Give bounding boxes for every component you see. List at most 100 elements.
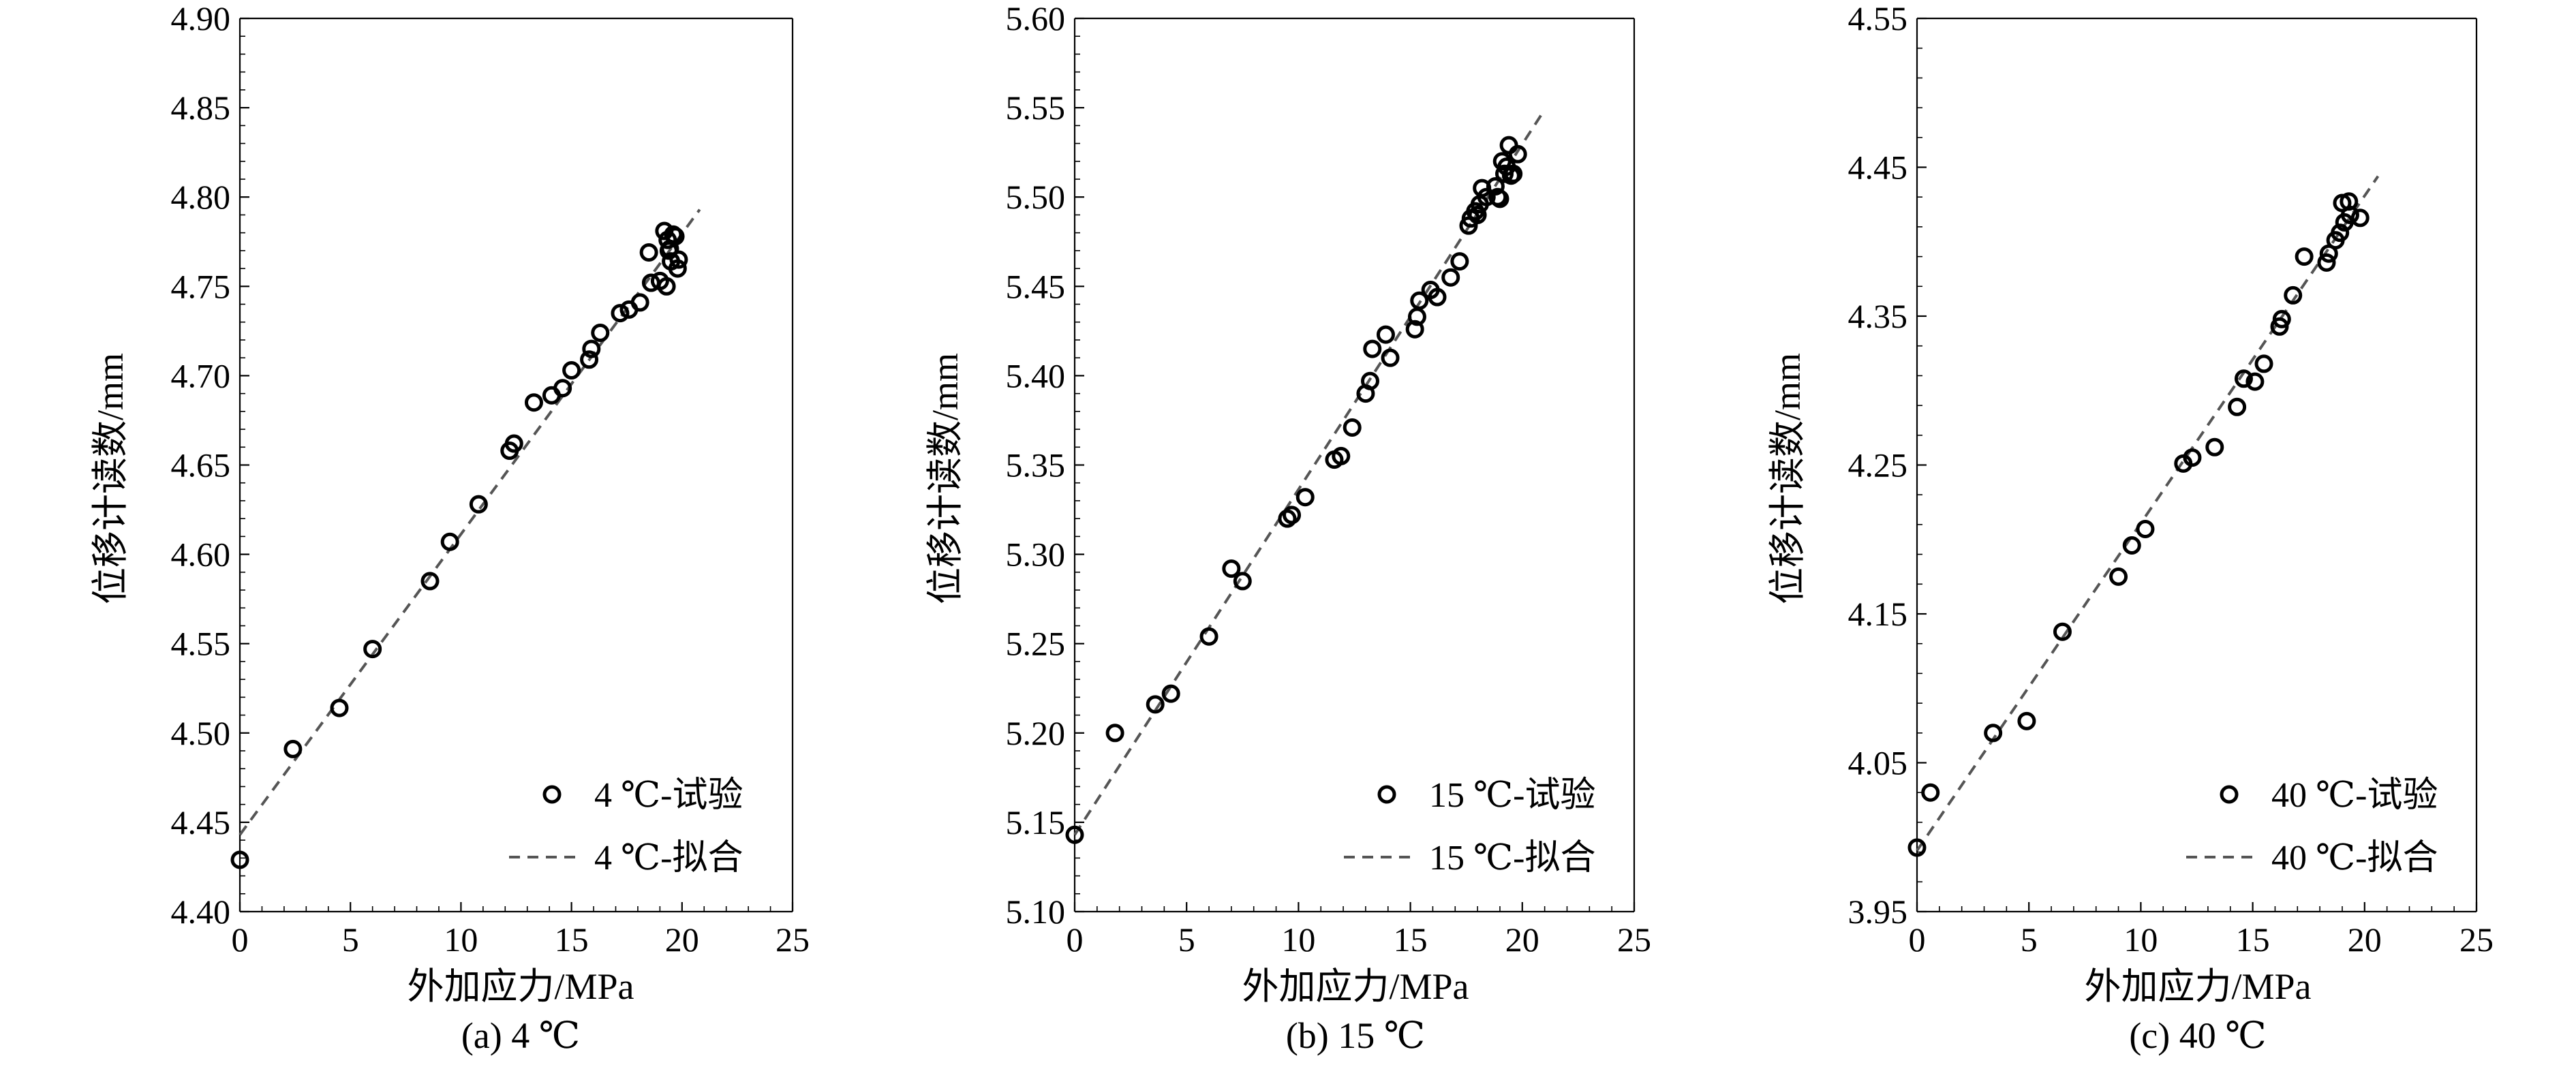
- y-tick-label: 5.60: [1006, 0, 1066, 37]
- data-point: [630, 293, 649, 312]
- x-tick-label: 0: [1067, 920, 1084, 959]
- panel-caption: (c) 40 ℃: [2129, 1015, 2266, 1056]
- data-point: [1508, 144, 1527, 164]
- y-tick-label: 4.35: [1848, 297, 1908, 335]
- y-tick-label: 4.45: [1848, 149, 1908, 187]
- y-axis-label: 位移计读数/mm: [1767, 353, 1808, 604]
- y-tick-label: 5.30: [1006, 536, 1066, 574]
- x-tick-label: 0: [1909, 920, 1926, 959]
- legend-label-points: 40 ℃-试验: [2271, 776, 2438, 815]
- fit-line: [1916, 175, 2380, 852]
- y-tick-label: 4.90: [171, 0, 231, 37]
- data-point: [469, 495, 488, 514]
- data-point: [283, 739, 303, 758]
- y-tick-label: 4.85: [171, 89, 231, 127]
- x-tick-label: 15: [1394, 920, 1428, 959]
- data-point: [1146, 695, 1165, 714]
- data-point: [330, 698, 349, 717]
- y-tick-label: 5.55: [1006, 89, 1066, 127]
- data-point: [1332, 446, 1351, 465]
- data-point: [524, 393, 543, 412]
- legend-label-fit: 4 ℃-拟合: [594, 839, 743, 878]
- y-tick-label: 4.25: [1848, 446, 1908, 484]
- y-tick-label: 4.05: [1848, 744, 1908, 782]
- data-point: [669, 250, 688, 269]
- x-tick-label: 5: [342, 920, 359, 959]
- x-tick-label: 20: [665, 920, 699, 959]
- y-tick-label: 3.95: [1848, 893, 1908, 931]
- panel-caption: (a) 4 ℃: [461, 1015, 580, 1056]
- data-point: [1161, 684, 1180, 703]
- data-point: [2228, 397, 2247, 416]
- data-point: [1105, 724, 1124, 743]
- legend-marker-points: [2220, 785, 2239, 804]
- data-point: [1410, 291, 1429, 310]
- data-point: [659, 241, 678, 260]
- x-tick-label: 10: [1281, 920, 1315, 959]
- data-point: [562, 361, 581, 380]
- data-point: [1199, 627, 1218, 646]
- y-tick-label: 4.40: [171, 893, 231, 931]
- fit-line: [1073, 112, 1544, 836]
- legend-label-fit: 40 ℃-拟合: [2271, 839, 2438, 878]
- y-axis-label: 位移计读数/mm: [90, 353, 131, 604]
- y-axis-label: 位移计读数/mm: [925, 353, 966, 604]
- data-point: [2284, 285, 2303, 305]
- data-point: [1441, 268, 1460, 287]
- data-point: [1363, 339, 1382, 358]
- data-point: [553, 379, 572, 398]
- data-point: [1295, 488, 1315, 507]
- data-point: [1405, 320, 1424, 339]
- data-point: [230, 850, 249, 869]
- y-tick-label: 5.35: [1006, 446, 1066, 484]
- y-tick-label: 5.50: [1006, 178, 1066, 216]
- data-point: [1984, 724, 2003, 743]
- x-tick-label: 25: [2459, 920, 2494, 959]
- data-point: [591, 323, 610, 342]
- legend-marker-points: [1377, 785, 1396, 804]
- data-point: [1907, 838, 1927, 857]
- x-tick-label: 0: [232, 920, 249, 959]
- data-point: [1499, 136, 1518, 155]
- chart-panel-2: 5.10 5.15 5.20 5.25 5.30 5.35 5.40 5.45 5.50 5.55…: [925, 0, 1651, 1056]
- data-point: [1065, 825, 1084, 844]
- data-point: [363, 640, 382, 659]
- data-point: [1376, 325, 1395, 344]
- data-point: [2317, 253, 2336, 272]
- x-axis-label: 外加应力/MPa: [1242, 966, 1469, 1007]
- x-tick-label: 20: [1505, 920, 1539, 959]
- x-tick-label: 10: [444, 920, 478, 959]
- x-tick-label: 15: [2236, 920, 2270, 959]
- data-point: [1428, 288, 1447, 307]
- data-point: [2331, 223, 2350, 243]
- y-tick-label: 4.60: [171, 536, 231, 574]
- data-point: [420, 572, 440, 591]
- chart-panel-1: 4.40 4.45 4.50 4.55 4.60 4.65 4.70 4.75 4.80 4.85…: [90, 0, 810, 1056]
- x-tick-label: 5: [1178, 920, 1195, 959]
- legend-label-fit: 15 ℃-拟合: [1429, 839, 1596, 878]
- chart-panel-3: 3.95 4.05 4.15 4.25 4.35 4.45 4.55 0 5 10 15 20 25 外加…: [1767, 0, 2494, 1056]
- y-tick-label: 4.15: [1848, 595, 1908, 633]
- y-tick-label: 5.15: [1006, 803, 1066, 841]
- data-point: [1468, 205, 1487, 224]
- data-point: [504, 434, 523, 453]
- data-point: [1360, 371, 1379, 390]
- y-tick-label: 4.45: [171, 803, 231, 841]
- y-tick-label: 4.55: [171, 625, 231, 663]
- data-point: [2122, 536, 2141, 555]
- x-tick-label: 5: [2021, 920, 2038, 959]
- data-point: [582, 339, 601, 358]
- y-tick-label: 4.80: [171, 178, 231, 216]
- data-point: [1450, 252, 1469, 271]
- data-point: [639, 243, 658, 262]
- data-point: [2245, 372, 2265, 391]
- x-axis-label: 外加应力/MPa: [2084, 966, 2311, 1007]
- data-point: [2183, 448, 2202, 467]
- data-point: [2136, 519, 2155, 538]
- y-tick-label: 4.65: [171, 446, 231, 484]
- data-point: [440, 532, 459, 551]
- legend-label-points: 15 ℃-试验: [1429, 776, 1596, 815]
- y-tick-label: 5.20: [1006, 714, 1066, 752]
- data-point: [1504, 164, 1523, 183]
- data-point: [611, 304, 630, 323]
